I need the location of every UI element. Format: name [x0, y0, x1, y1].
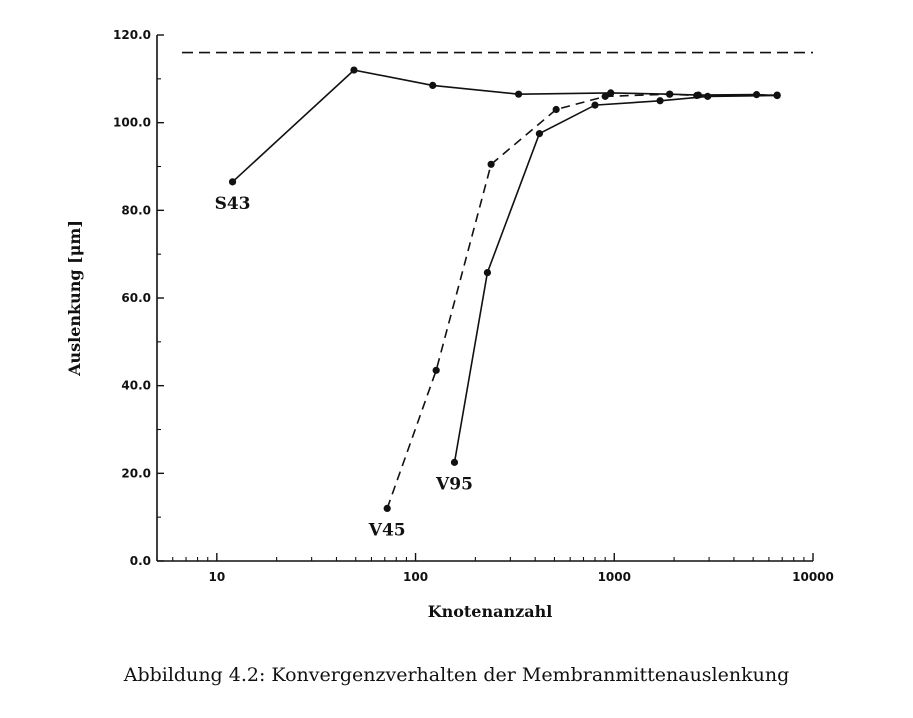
series-s43 — [228, 66, 781, 186]
data-point — [383, 504, 391, 512]
data-point — [228, 178, 237, 186]
data-point — [552, 105, 560, 114]
series-line-v95 — [453, 94, 778, 463]
x-tick-label: 10 — [208, 570, 225, 584]
data-point — [483, 268, 492, 277]
y-axis-title: Auslenkung [μm] — [65, 220, 84, 377]
series-line-v45 — [386, 93, 778, 509]
series-layer — [228, 66, 781, 512]
series-label-v95: V95 — [435, 474, 473, 494]
y-tick-label: 40.0 — [121, 379, 151, 393]
data-point — [773, 91, 781, 100]
figure-caption: Abbildung 4.2: Konvergenzverhalten der M… — [123, 664, 790, 686]
axes: 0.0 20.0 40.0 60.0 80.0 100.0 120.0 10 100 1000 10… — [113, 28, 834, 584]
data-point — [514, 90, 523, 98]
convergence-chart: 0.0 20.0 40.0 60.0 80.0 100.0 120.0 10 100 1000 10… — [65, 28, 834, 621]
y-tick-label: 120.0 — [113, 28, 151, 42]
x-axis-title: Knotenanzahl — [428, 602, 553, 621]
y-tick-label: 60.0 — [121, 291, 151, 305]
y-tick-label: 0.0 — [130, 554, 151, 568]
data-point — [607, 89, 615, 97]
series-label-v45: V45 — [368, 520, 406, 540]
data-point — [350, 66, 358, 74]
series-label-layer: S43 V45 V95 — [215, 194, 473, 541]
data-point — [666, 90, 674, 98]
data-point — [429, 81, 437, 90]
series-v45 — [383, 90, 781, 512]
data-point — [656, 97, 664, 105]
x-tick-label: 1000 — [598, 570, 631, 584]
y-tick-label: 100.0 — [113, 116, 151, 130]
data-point — [487, 160, 495, 168]
data-point — [591, 101, 599, 109]
data-point — [601, 92, 609, 100]
x-tick-label: 10000 — [792, 570, 834, 584]
data-point — [450, 458, 459, 466]
data-point — [432, 366, 440, 374]
y-tick-label: 20.0 — [121, 466, 151, 480]
series-line-s43 — [232, 69, 778, 183]
x-tick-label: 100 — [403, 570, 428, 584]
series-v95 — [450, 91, 781, 466]
series-label-s43: S43 — [215, 194, 251, 214]
data-point — [535, 130, 544, 138]
y-tick-label: 80.0 — [121, 203, 151, 217]
data-point — [704, 92, 712, 100]
